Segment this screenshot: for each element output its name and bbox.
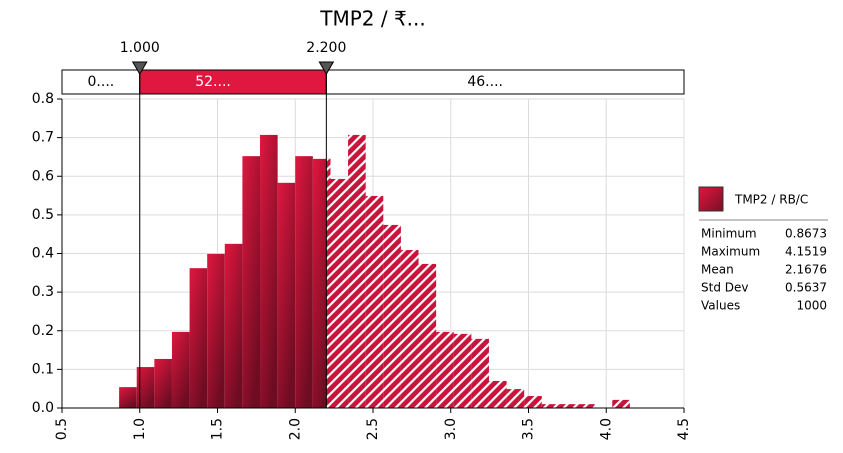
bar <box>348 134 366 408</box>
bar <box>541 404 560 408</box>
bar <box>488 380 507 408</box>
y-tick-label: 0.1 <box>32 361 54 377</box>
y-tick-label: 0.5 <box>32 207 54 223</box>
y-tick-label: 0.8 <box>32 91 54 107</box>
x-tick-label: 2.5 <box>365 418 381 440</box>
bar <box>119 387 137 408</box>
region <box>139 69 327 95</box>
legend-label: TMP2 / RB/C <box>734 193 808 207</box>
bar <box>453 333 472 408</box>
x-tick-label: 3.0 <box>443 418 459 440</box>
stat-name: Std Dev <box>701 281 748 295</box>
region-label: 46.... <box>467 74 503 90</box>
stat-value: 2.1676 <box>785 263 827 277</box>
delimiter-marker <box>131 61 148 75</box>
bar <box>506 389 525 408</box>
legend-swatch <box>698 186 724 212</box>
y-tick-label: 0.6 <box>32 168 54 184</box>
y-tick-label: 0.2 <box>32 323 54 339</box>
bar <box>524 396 542 408</box>
delimiter-label: 2.200 <box>306 40 346 56</box>
stat-name: Minimum <box>701 227 757 241</box>
y-tick-label: 0.4 <box>32 246 54 262</box>
y-tick-label: 0.3 <box>32 284 54 300</box>
bar <box>471 338 489 408</box>
bar <box>277 182 296 408</box>
stat-value: 4.1519 <box>785 245 827 259</box>
x-tick-label: 0.5 <box>54 418 70 440</box>
x-tick-label: 1.5 <box>210 418 226 440</box>
bar <box>295 156 313 408</box>
bar <box>224 243 243 408</box>
bar <box>612 399 630 408</box>
x-tick-label: 2.0 <box>287 418 303 440</box>
bar <box>154 358 172 408</box>
x-tick-label: 1.0 <box>132 418 148 440</box>
legend: TMP2 / RB/C Minimum 0.8673 Maximum 4.1519 Me… <box>698 186 828 313</box>
x-tick-label: 3.5 <box>521 418 537 440</box>
stat-name: Maximum <box>701 245 760 259</box>
bar <box>577 404 595 408</box>
bar <box>171 331 190 408</box>
stat-value: 1000 <box>796 299 827 313</box>
chart-title: TMP2 / ₹... <box>319 7 426 31</box>
y-tick-label: 0.7 <box>32 130 54 146</box>
bar <box>207 253 225 408</box>
bar <box>330 178 349 408</box>
bar <box>436 331 454 408</box>
stat-value: 0.5637 <box>785 281 827 295</box>
region-label: 0.... <box>88 74 115 90</box>
bar <box>242 156 261 408</box>
region <box>325 69 685 95</box>
delimiter-marker <box>318 61 335 75</box>
stat-name: Values <box>701 299 740 313</box>
bar <box>400 250 419 408</box>
bar <box>418 263 437 408</box>
bar <box>383 224 401 408</box>
bar <box>136 367 155 408</box>
hatch-overlay <box>326 158 331 408</box>
delimiter-label: 1.000 <box>120 40 160 56</box>
stat-name: Mean <box>701 263 734 277</box>
stat-value: 0.8673 <box>785 227 827 241</box>
bar <box>559 404 578 408</box>
bar <box>189 268 208 408</box>
x-tick-label: 4.0 <box>598 418 614 440</box>
y-tick-label: 0.0 <box>32 400 54 416</box>
x-tick-label: 4.5 <box>676 418 692 440</box>
bar <box>365 195 384 408</box>
region-label: 52.... <box>195 74 231 90</box>
bar <box>260 134 278 408</box>
